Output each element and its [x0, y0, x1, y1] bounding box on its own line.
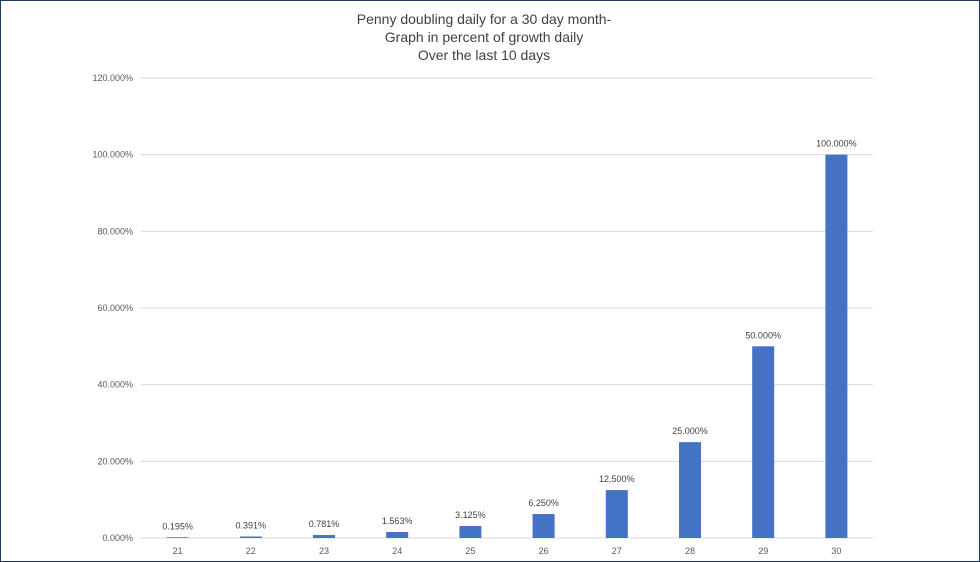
chart-title-line-3: Over the last 10 days [417, 47, 551, 63]
bar-day-22 [239, 536, 262, 538]
data-label: 0.195% [162, 521, 193, 531]
x-tick-label: 30 [831, 546, 841, 556]
bar-day-29 [752, 346, 775, 538]
y-tick-label: 60.000% [97, 303, 133, 313]
x-tick-label: 21 [173, 546, 183, 556]
y-tick-label: 0.000% [102, 533, 133, 543]
y-tick-label: 100.000% [92, 150, 133, 160]
x-tick-label: 26 [539, 546, 549, 556]
y-tick-label: 40.000% [97, 380, 133, 390]
chart-title-line-1: Penny doubling daily for a 30 day month- [356, 11, 612, 27]
bar-day-24 [386, 532, 409, 538]
x-tick-label: 23 [319, 546, 329, 556]
chart-title: Penny doubling daily for a 30 day month-… [1, 10, 967, 64]
x-tick-label: 24 [392, 546, 402, 556]
data-label: 25.000% [672, 426, 708, 436]
y-tick-label: 20.000% [97, 456, 133, 466]
x-tick-label: 27 [612, 546, 622, 556]
bar-day-28 [679, 442, 701, 538]
data-label: 6.250% [528, 498, 559, 508]
data-label: 12.500% [599, 474, 635, 484]
x-tick-label: 22 [246, 546, 256, 556]
bar-day-23 [313, 535, 335, 538]
x-tick-label: 28 [685, 546, 695, 556]
x-tick-label: 25 [465, 546, 475, 556]
y-tick-label: 120.000% [92, 73, 133, 83]
data-label: 0.781% [309, 519, 340, 529]
chart-title-line-2: Graph in percent of growth daily [384, 29, 584, 45]
bar-day-25 [459, 526, 482, 538]
data-label: 1.563% [382, 516, 413, 526]
bar-day-30 [825, 154, 848, 538]
data-label: 3.125% [455, 510, 486, 520]
x-tick-label: 29 [758, 546, 768, 556]
data-label: 100.000% [816, 139, 857, 149]
bar-day-26 [532, 514, 555, 538]
bar-day-27 [605, 490, 628, 538]
bar-day-21 [166, 537, 189, 538]
data-label: 50.000% [745, 330, 781, 340]
data-label: 0.391% [236, 521, 267, 531]
y-tick-label: 80.000% [97, 226, 133, 236]
